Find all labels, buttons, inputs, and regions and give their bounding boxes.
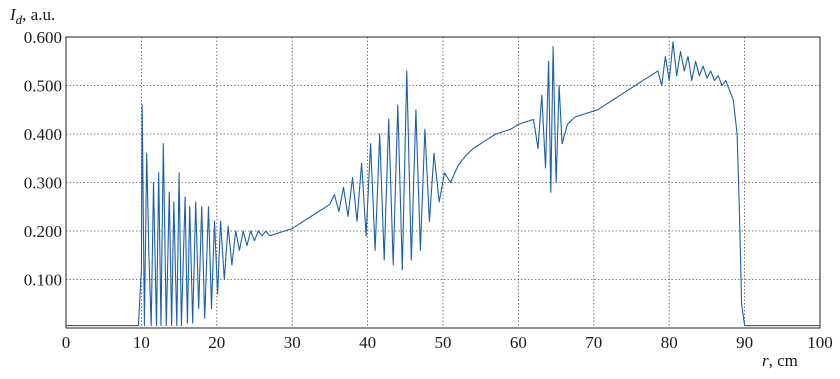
x-tick-label: 80 [661,333,678,352]
x-tick-label: 50 [435,333,452,352]
x-axis-symbol: r [762,351,769,370]
x-tick-label: 10 [133,333,150,352]
y-tick-label: 0.500 [24,77,62,96]
x-tick-label: 20 [208,333,225,352]
x-tick-label: 90 [736,333,753,352]
x-tick-label: 100 [807,333,833,352]
x-tick-labels: 0 10 20 30 40 50 60 70 80 90 100 [62,333,833,352]
y-tick-labels: 0.600 0.500 0.400 0.300 0.200 0.100 [24,28,62,290]
x-tick-label: 40 [359,333,376,352]
y-axis-unit: , a.u. [22,5,55,24]
x-tick-label: 60 [510,333,527,352]
series-line [66,41,820,327]
y-axis-symbol: I [9,5,17,24]
y-tick-label: 0.100 [24,271,62,290]
y-tick-label: 0.600 [24,28,62,47]
y-tick-label: 0.400 [24,125,62,144]
y-tick-label: 0.200 [24,222,62,241]
x-tick-label: 0 [62,333,71,352]
y-tick-label: 0.300 [24,174,62,193]
x-tick-label: 70 [585,333,602,352]
y-axis-subscript: d [16,12,23,27]
x-axis-title: r, cm [762,351,798,370]
x-axis-unit: , cm [769,351,798,370]
y-axis-title: Id, a.u. [9,5,55,27]
x-tick-label: 30 [284,333,301,352]
plot-frame [65,36,821,329]
